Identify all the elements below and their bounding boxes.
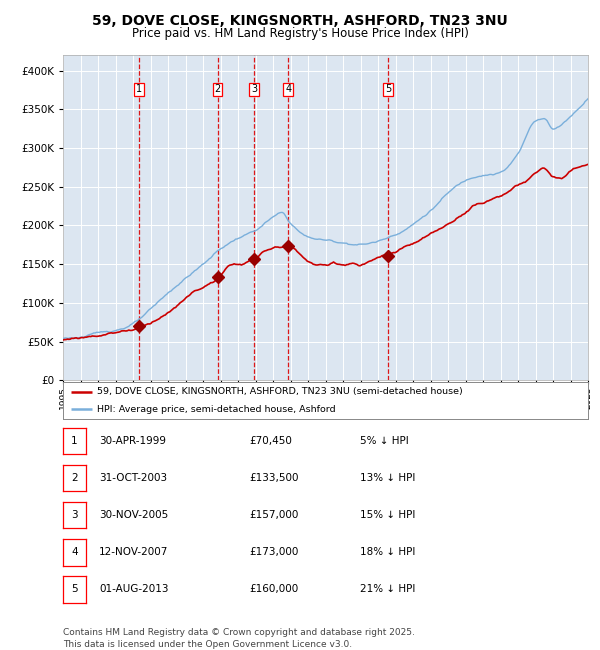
Text: 5% ↓ HPI: 5% ↓ HPI: [360, 436, 409, 446]
Text: £173,000: £173,000: [249, 547, 298, 557]
Text: 59, DOVE CLOSE, KINGSNORTH, ASHFORD, TN23 3NU: 59, DOVE CLOSE, KINGSNORTH, ASHFORD, TN2…: [92, 14, 508, 29]
Text: 2: 2: [71, 473, 78, 483]
Text: 2: 2: [214, 84, 221, 94]
Text: 5: 5: [71, 584, 78, 594]
Text: 13% ↓ HPI: 13% ↓ HPI: [360, 473, 415, 483]
Text: £157,000: £157,000: [249, 510, 298, 520]
Text: 1: 1: [136, 84, 142, 94]
Text: 30-APR-1999: 30-APR-1999: [99, 436, 166, 446]
Text: Contains HM Land Registry data © Crown copyright and database right 2025.
This d: Contains HM Land Registry data © Crown c…: [63, 628, 415, 649]
Text: 12-NOV-2007: 12-NOV-2007: [99, 547, 169, 557]
Text: 30-NOV-2005: 30-NOV-2005: [99, 510, 168, 520]
Text: 1: 1: [71, 436, 78, 446]
Text: 31-OCT-2003: 31-OCT-2003: [99, 473, 167, 483]
Text: Price paid vs. HM Land Registry's House Price Index (HPI): Price paid vs. HM Land Registry's House …: [131, 27, 469, 40]
Text: £133,500: £133,500: [249, 473, 299, 483]
Text: 3: 3: [251, 84, 257, 94]
Text: £160,000: £160,000: [249, 584, 298, 594]
Text: 5: 5: [385, 84, 391, 94]
Text: 15% ↓ HPI: 15% ↓ HPI: [360, 510, 415, 520]
Text: HPI: Average price, semi-detached house, Ashford: HPI: Average price, semi-detached house,…: [97, 404, 336, 413]
Text: 21% ↓ HPI: 21% ↓ HPI: [360, 584, 415, 594]
Text: 4: 4: [285, 84, 291, 94]
Text: £70,450: £70,450: [249, 436, 292, 446]
Text: 4: 4: [71, 547, 78, 557]
Text: 01-AUG-2013: 01-AUG-2013: [99, 584, 169, 594]
Text: 18% ↓ HPI: 18% ↓ HPI: [360, 547, 415, 557]
Text: 59, DOVE CLOSE, KINGSNORTH, ASHFORD, TN23 3NU (semi-detached house): 59, DOVE CLOSE, KINGSNORTH, ASHFORD, TN2…: [97, 387, 463, 396]
Text: 3: 3: [71, 510, 78, 520]
